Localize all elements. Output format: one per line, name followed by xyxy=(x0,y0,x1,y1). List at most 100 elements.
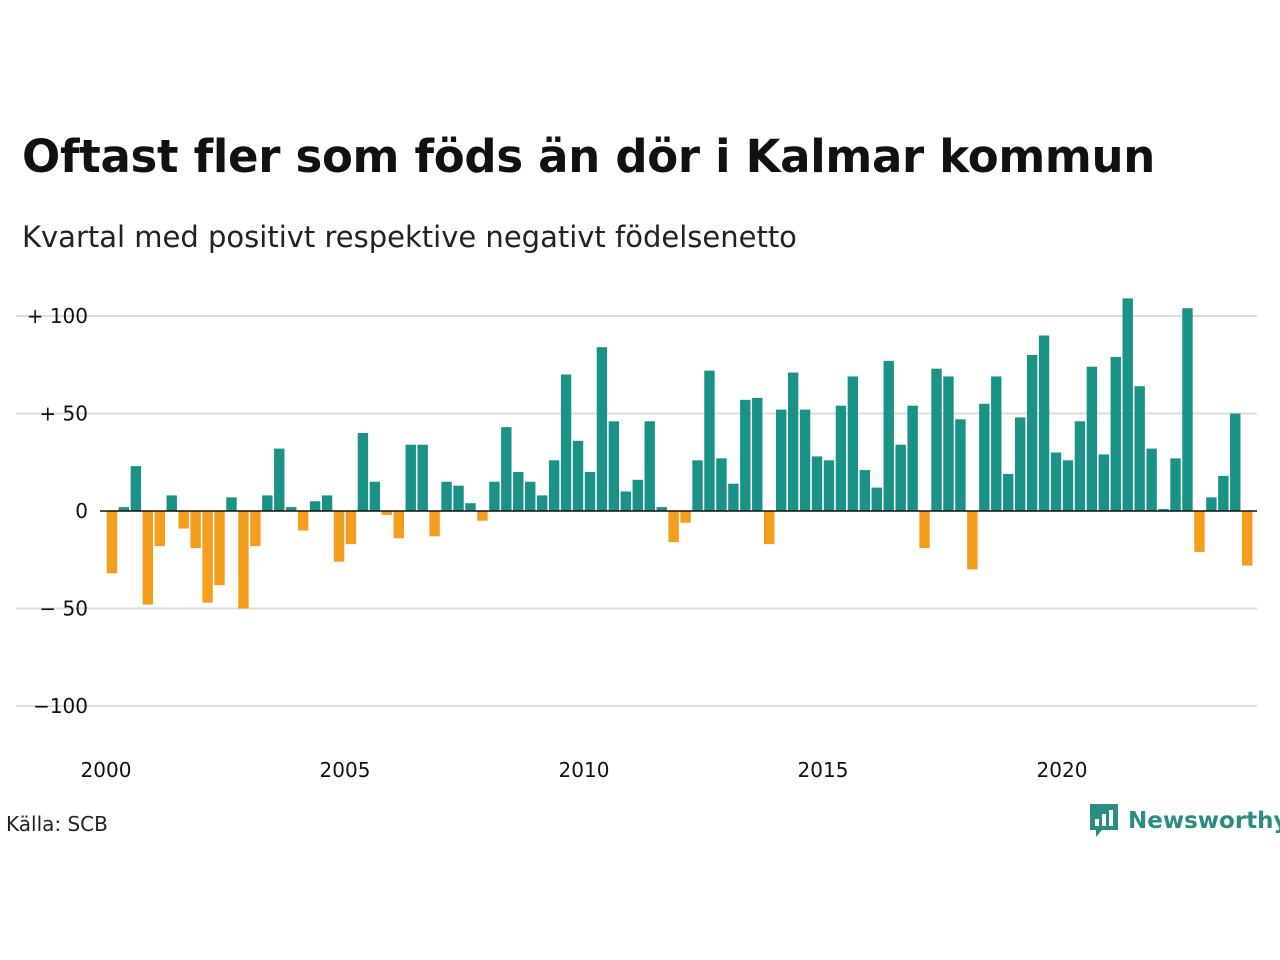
bar xyxy=(536,495,548,511)
bar xyxy=(835,405,847,511)
bar xyxy=(596,347,608,511)
bar xyxy=(357,433,369,511)
bar xyxy=(106,511,118,574)
bar xyxy=(477,511,488,521)
bar xyxy=(895,444,906,511)
bar xyxy=(1122,298,1133,511)
bar xyxy=(811,456,823,511)
bar xyxy=(262,495,273,511)
x-tick-label: 2010 xyxy=(559,758,610,782)
chart-title: Oftast fler som föds än dör i Kalmar kom… xyxy=(22,130,1155,183)
x-tick-label: 2000 xyxy=(81,758,132,782)
bar xyxy=(489,481,500,511)
bar xyxy=(429,511,440,537)
bar xyxy=(118,507,130,511)
bar xyxy=(799,409,811,511)
bar xyxy=(1003,473,1014,511)
bar xyxy=(632,479,643,511)
bar xyxy=(297,511,309,531)
bar xyxy=(979,403,990,511)
bar xyxy=(405,444,416,511)
bar xyxy=(309,501,321,511)
bar xyxy=(1194,511,1205,552)
bar xyxy=(1098,454,1110,511)
bar xyxy=(692,460,703,511)
bar xyxy=(656,507,667,511)
bar xyxy=(740,399,751,511)
bar xyxy=(728,483,739,511)
bar xyxy=(644,421,655,511)
bar xyxy=(955,419,966,511)
bar xyxy=(286,507,297,511)
x-tick-label: 2015 xyxy=(798,758,849,782)
bar xyxy=(513,472,524,511)
bar xyxy=(465,503,476,511)
bar xyxy=(154,511,165,547)
bar xyxy=(1182,308,1193,511)
bar xyxy=(787,372,799,511)
bar xyxy=(1146,448,1157,511)
bar xyxy=(453,485,464,511)
x-tick-label: 2005 xyxy=(320,758,371,782)
bar xyxy=(1086,366,1098,511)
bar xyxy=(680,511,691,523)
bar xyxy=(214,511,225,586)
bar xyxy=(1242,511,1253,566)
bar xyxy=(393,511,404,539)
source-label: Källa: SCB xyxy=(6,812,108,836)
bar xyxy=(775,409,787,511)
bar xyxy=(943,376,954,511)
bar xyxy=(1050,452,1062,511)
bar xyxy=(608,421,620,511)
bar xyxy=(752,397,763,511)
bar xyxy=(1038,335,1050,511)
bar xyxy=(441,481,452,511)
bar xyxy=(1062,460,1074,511)
bar xyxy=(716,458,727,511)
bar xyxy=(919,511,930,549)
bar xyxy=(1074,421,1086,511)
bar xyxy=(823,460,835,511)
newsworthy-logo: Newsworthy xyxy=(1088,802,1280,840)
bar xyxy=(1206,497,1217,511)
bar xyxy=(525,481,536,511)
y-tick-label: + 50 xyxy=(39,402,88,426)
bar xyxy=(764,511,775,545)
bar xyxy=(847,376,859,511)
bar xyxy=(871,487,882,511)
bar xyxy=(548,460,560,511)
bar xyxy=(907,405,918,511)
chart-subtitle: Kvartal med positivt respektive negativt… xyxy=(22,220,797,254)
bar xyxy=(345,511,357,545)
bar xyxy=(333,511,345,562)
bar xyxy=(620,491,632,511)
bar xyxy=(190,511,201,549)
bar xyxy=(166,495,177,511)
bar xyxy=(1014,417,1026,511)
bar xyxy=(250,511,261,547)
bar xyxy=(1158,509,1169,511)
bar xyxy=(859,470,871,511)
bar xyxy=(1134,386,1145,511)
brand-name: Newsworthy xyxy=(1128,808,1280,834)
bar xyxy=(1218,475,1229,511)
bar xyxy=(274,448,285,511)
bar xyxy=(584,472,596,511)
bar xyxy=(381,511,393,515)
bar xyxy=(1170,458,1181,511)
bar xyxy=(1026,355,1038,511)
bar xyxy=(238,511,249,609)
bar xyxy=(226,497,237,511)
bar xyxy=(560,374,572,511)
bar xyxy=(883,360,894,511)
bar xyxy=(991,376,1002,511)
x-tick-label: 2020 xyxy=(1037,758,1088,782)
bar xyxy=(1230,413,1241,511)
bar xyxy=(369,481,381,511)
bar xyxy=(321,495,333,511)
bar xyxy=(967,511,978,570)
bar xyxy=(130,466,142,511)
bar xyxy=(202,511,213,603)
bar xyxy=(417,444,428,511)
